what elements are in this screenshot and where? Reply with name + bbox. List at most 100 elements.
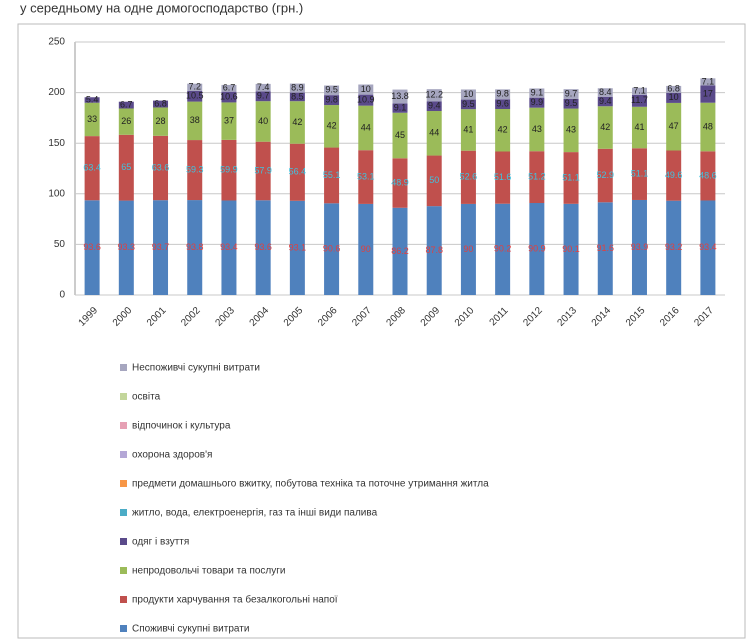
bar-segment bbox=[495, 151, 511, 204]
data-label: 90 bbox=[361, 244, 371, 254]
legend-swatch bbox=[120, 364, 127, 371]
legend-swatch bbox=[120, 538, 127, 545]
bar-segment bbox=[426, 101, 442, 112]
y-tick-label: 150 bbox=[48, 138, 65, 149]
data-label: 51.1 bbox=[631, 168, 649, 178]
bar-segment bbox=[563, 108, 579, 153]
data-label: 9.4 bbox=[599, 96, 612, 106]
bar-segment bbox=[324, 95, 340, 106]
bar-segment bbox=[426, 155, 442, 207]
data-label: 9.7 bbox=[565, 88, 578, 98]
data-label: 9.9 bbox=[531, 97, 544, 107]
bar-segment bbox=[358, 105, 374, 151]
bar-segment bbox=[255, 141, 271, 201]
bar-segment bbox=[529, 97, 545, 108]
bar-segment bbox=[84, 97, 100, 103]
legend-swatch bbox=[120, 393, 127, 400]
bar-segment bbox=[460, 203, 476, 295]
data-label: 42 bbox=[292, 117, 302, 127]
bar-segment bbox=[426, 111, 442, 156]
data-label: 42 bbox=[600, 122, 610, 132]
data-label: 9.6 bbox=[496, 99, 509, 109]
bar-segment bbox=[289, 83, 305, 93]
bar-segment bbox=[460, 89, 476, 100]
data-label: 8.9 bbox=[291, 82, 304, 92]
data-label: 93.3 bbox=[118, 242, 136, 252]
bar-segment bbox=[597, 202, 613, 295]
chart-title: у середньому на одне домогосподарство (г… bbox=[20, 0, 303, 15]
bar-segment bbox=[529, 151, 545, 204]
bar-segment bbox=[84, 200, 100, 295]
bar-segment bbox=[324, 85, 340, 96]
bar-segment bbox=[153, 100, 169, 108]
data-label: 41 bbox=[634, 122, 644, 132]
data-label: 10 bbox=[463, 89, 473, 99]
data-label: 41 bbox=[463, 124, 473, 134]
bar-segment bbox=[118, 101, 134, 109]
data-label: 49.6 bbox=[665, 170, 683, 180]
data-label: 43 bbox=[566, 125, 576, 135]
data-label: 42 bbox=[327, 121, 337, 131]
data-label: 38 bbox=[190, 115, 200, 125]
bar-segment bbox=[187, 90, 203, 102]
legend-swatch bbox=[120, 596, 127, 603]
data-label: 63.6 bbox=[152, 162, 170, 172]
data-label: 57.9 bbox=[254, 165, 272, 175]
bar-segment bbox=[221, 91, 237, 103]
data-label: 44 bbox=[361, 122, 371, 132]
bar-segment bbox=[84, 136, 100, 201]
bar-segment bbox=[631, 148, 647, 200]
data-label: 93.2 bbox=[665, 242, 683, 252]
data-label: 9.8 bbox=[325, 94, 338, 104]
bar-segment bbox=[358, 84, 374, 95]
bar-segment bbox=[529, 203, 545, 295]
bar-segment bbox=[255, 101, 271, 142]
bar-segment bbox=[221, 102, 237, 140]
data-label: 93.6 bbox=[83, 242, 101, 252]
data-label: 52.9 bbox=[596, 170, 614, 180]
y-tick-label: 200 bbox=[48, 87, 65, 98]
bar-segment bbox=[289, 101, 305, 144]
bar-segment bbox=[392, 89, 408, 104]
data-label: 5.4 bbox=[86, 94, 99, 104]
bar-segment bbox=[358, 203, 374, 295]
data-label: 50 bbox=[429, 175, 439, 185]
legend-label: охорона здоров'я bbox=[132, 450, 212, 461]
y-tick-label: 50 bbox=[54, 239, 66, 250]
data-label: 37 bbox=[224, 116, 234, 126]
data-label: 17 bbox=[703, 88, 713, 98]
data-label: 65 bbox=[121, 162, 131, 172]
data-label: 87.8 bbox=[425, 245, 443, 255]
data-label: 55.1 bbox=[323, 170, 341, 180]
bar-segment bbox=[358, 150, 374, 204]
data-label: 90 bbox=[463, 244, 473, 254]
data-label: 93.7 bbox=[152, 242, 170, 252]
y-tick-label: 100 bbox=[48, 188, 65, 199]
bar-segment bbox=[84, 102, 100, 137]
data-label: 51.6 bbox=[494, 172, 512, 182]
bar-segment bbox=[392, 112, 408, 159]
bar-segment bbox=[495, 89, 511, 100]
chart-frame bbox=[17, 23, 746, 639]
data-label: 93.8 bbox=[186, 242, 204, 252]
data-label: 93.1 bbox=[289, 242, 307, 252]
data-label: 6.7 bbox=[120, 99, 133, 109]
bar-segment bbox=[255, 200, 271, 295]
data-label: 9.5 bbox=[462, 99, 475, 109]
data-label: 9.1 bbox=[531, 87, 544, 97]
data-label: 48 bbox=[703, 121, 713, 131]
bar-segment bbox=[118, 134, 134, 201]
data-label: 6.8 bbox=[667, 84, 680, 94]
data-label: 10 bbox=[669, 92, 679, 102]
bar-segment bbox=[631, 94, 647, 107]
bar-segment bbox=[392, 158, 408, 208]
bar-segment bbox=[666, 85, 682, 93]
bar-segment bbox=[358, 94, 374, 106]
bar-segment bbox=[700, 102, 716, 152]
bar-segment bbox=[324, 105, 340, 148]
bar-segment bbox=[666, 200, 682, 295]
data-label: 63.4 bbox=[83, 163, 101, 173]
legend-label: Неспоживчі сукупні витрати bbox=[132, 363, 260, 374]
data-label: 59.9 bbox=[220, 165, 238, 175]
bar-segment bbox=[631, 87, 647, 95]
